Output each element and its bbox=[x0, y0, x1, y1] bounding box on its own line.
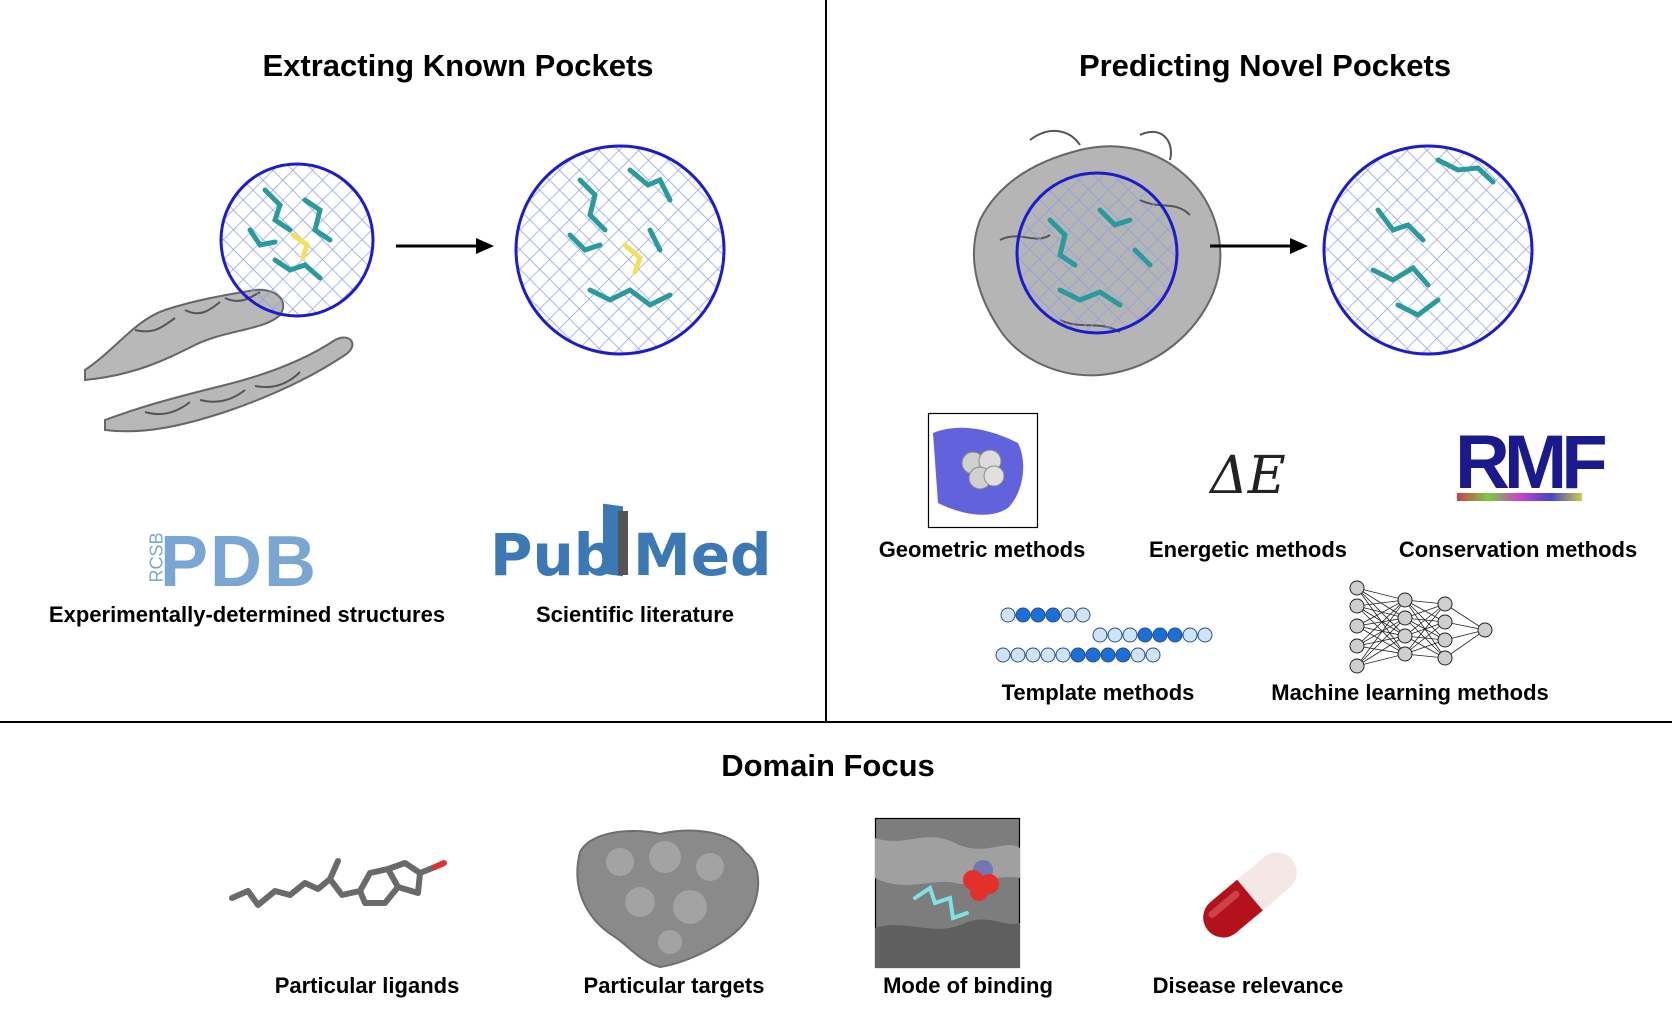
known-protein-illustration bbox=[84, 162, 375, 433]
nn-edge bbox=[1356, 625, 1406, 655]
novel-pockets-title: Predicting Novel Pockets bbox=[1078, 48, 1452, 83]
nn-edge bbox=[1356, 617, 1406, 667]
known-arrow bbox=[396, 238, 494, 254]
geometric-methods-label: Geometric methods bbox=[878, 537, 1086, 562]
machine-learning-methods-label: Machine learning methods bbox=[1271, 680, 1549, 705]
mode-of-binding-label: Mode of binding bbox=[883, 973, 1053, 998]
nn-edge bbox=[1356, 625, 1406, 637]
nn-edge bbox=[1356, 599, 1406, 627]
energetic-methods-label: Energetic methods bbox=[1148, 537, 1348, 562]
nn-edge bbox=[1404, 603, 1446, 655]
sequence-logo: RMF bbox=[1455, 420, 1608, 505]
nn-edge bbox=[1356, 635, 1406, 647]
machine-learning-methods-icon bbox=[1349, 580, 1493, 674]
novel-arrow bbox=[1210, 238, 1308, 254]
nn-node bbox=[1397, 592, 1413, 608]
nn-edge bbox=[1356, 645, 1406, 655]
nn-node bbox=[1349, 598, 1365, 614]
pdb-logo-text: PDB bbox=[160, 522, 319, 602]
nn-edge bbox=[1356, 599, 1406, 667]
pubmed-caption: Scientific literature bbox=[535, 602, 735, 627]
sequence-logo-base bbox=[1457, 493, 1582, 501]
nn-edge bbox=[1356, 587, 1406, 601]
geometric-methods-icon bbox=[927, 412, 1039, 529]
energetic-methods-icon: ΔE bbox=[1210, 446, 1286, 506]
nn-edge bbox=[1356, 605, 1406, 655]
nn-node bbox=[1397, 646, 1413, 662]
pubmed-logo-pub: Pub bbox=[490, 521, 616, 589]
horizontal-divider bbox=[0, 721, 1672, 723]
nn-edge bbox=[1356, 653, 1406, 667]
mode-of-binding-icon bbox=[874, 817, 1021, 969]
pubmed-logo: Pub Med bbox=[490, 503, 780, 595]
nn-node bbox=[1437, 596, 1453, 612]
nn-node bbox=[1349, 580, 1365, 596]
nn-edge bbox=[1404, 621, 1446, 655]
vertical-divider bbox=[825, 0, 827, 722]
nn-edge bbox=[1404, 603, 1446, 637]
disease-relevance-icon bbox=[1203, 852, 1297, 938]
nn-node bbox=[1349, 618, 1365, 634]
nn-node bbox=[1349, 658, 1365, 674]
particular-targets-label: Particular targets bbox=[583, 973, 765, 998]
nn-edge bbox=[1356, 605, 1406, 637]
novel-protein-illustration bbox=[972, 130, 1222, 377]
nn-node bbox=[1397, 628, 1413, 644]
nn-node bbox=[1437, 632, 1453, 648]
particular-targets-icon bbox=[576, 829, 760, 969]
nn-node bbox=[1397, 610, 1413, 626]
nn-edge bbox=[1444, 629, 1486, 659]
template-methods-label: Template methods bbox=[1001, 680, 1195, 705]
nn-edge bbox=[1356, 617, 1406, 627]
nn-edge bbox=[1444, 603, 1486, 631]
conservation-methods-icon: RMF bbox=[1455, 425, 1608, 505]
nn-edge bbox=[1356, 617, 1406, 647]
known-pockets-title: Extracting Known Pockets bbox=[262, 48, 654, 83]
pubmed-logo-med: Med bbox=[633, 521, 772, 589]
template-methods-icon bbox=[995, 607, 1213, 663]
nn-node bbox=[1437, 614, 1453, 630]
particular-ligands-icon bbox=[229, 858, 447, 908]
nn-node bbox=[1349, 638, 1365, 654]
nn-edge bbox=[1356, 635, 1406, 667]
nn-edge bbox=[1356, 605, 1406, 619]
pdb-caption: Experimentally-determined structures bbox=[48, 602, 446, 627]
conservation-methods-label: Conservation methods bbox=[1398, 537, 1638, 562]
pubmed-book-page bbox=[618, 511, 628, 575]
particular-ligands-label: Particular ligands bbox=[274, 973, 460, 998]
pdb-logo: RCSB PDB bbox=[147, 522, 390, 602]
nn-edge bbox=[1356, 599, 1406, 647]
nn-node bbox=[1437, 650, 1453, 666]
disease-relevance-label: Disease relevance bbox=[1152, 973, 1344, 998]
nn-edge bbox=[1356, 599, 1406, 607]
novel-pocket-extracted bbox=[1322, 144, 1534, 356]
nn-node bbox=[1477, 622, 1493, 638]
known-pocket-extracted bbox=[514, 144, 726, 356]
domain-focus-title: Domain Focus bbox=[721, 748, 935, 783]
